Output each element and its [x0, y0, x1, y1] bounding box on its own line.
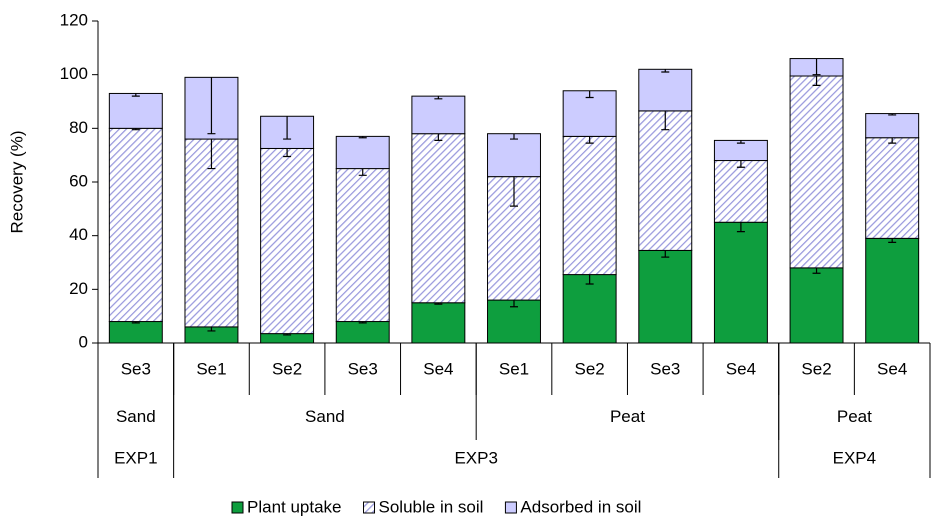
- error-bar: [812, 76, 821, 86]
- error-bar: [888, 113, 897, 116]
- error-bar: [585, 90, 594, 99]
- bar-segment: [562, 135, 617, 276]
- error-bar: [283, 148, 292, 158]
- legend-swatch: [231, 501, 244, 514]
- y-tick-label: 0: [79, 332, 88, 351]
- legend-label: Adsorbed in soil: [520, 497, 641, 516]
- bar-segment: [260, 147, 315, 335]
- error-bar: [510, 133, 518, 140]
- y-tick-label: 60: [69, 171, 88, 190]
- y-tick-label: 100: [60, 64, 88, 83]
- category-label: Peat: [610, 407, 645, 426]
- bar-segment: [108, 321, 163, 344]
- error-bar: [434, 133, 443, 142]
- error-bar: [131, 93, 140, 97]
- y-tick-label: 120: [60, 10, 88, 29]
- category-label: Se2: [575, 359, 605, 378]
- error-bar: [434, 96, 443, 100]
- category-label: EXP3: [454, 448, 497, 467]
- error-bar: [888, 238, 897, 243]
- error-bar: [283, 116, 292, 140]
- error-bar: [207, 139, 216, 170]
- legend-label: Plant uptake: [247, 497, 342, 516]
- bar-segment: [562, 274, 617, 344]
- bar-segment: [487, 133, 541, 178]
- category-label: Se4: [423, 359, 453, 378]
- bar-segment: [411, 302, 466, 344]
- bar-segment: [638, 110, 693, 251]
- category-label: EXP4: [833, 448, 876, 467]
- bar-segment: [865, 113, 920, 139]
- category-label: Se4: [877, 359, 907, 378]
- bar-segment: [335, 168, 390, 323]
- category-label: Se4: [726, 359, 756, 378]
- bar-segment: [108, 92, 163, 129]
- category-label: Se3: [348, 359, 378, 378]
- bar-segment: [713, 221, 768, 344]
- error-bar: [888, 137, 897, 144]
- bar-segment: [638, 68, 693, 112]
- error-bar: [358, 168, 367, 176]
- error-bar: [661, 110, 670, 131]
- bar-segment: [638, 249, 693, 344]
- legend-swatch: [504, 501, 517, 514]
- category-label: Se1: [196, 359, 226, 378]
- category-label: Se2: [272, 359, 302, 378]
- error-bar: [661, 250, 670, 258]
- category-label: Se2: [801, 359, 831, 378]
- bar-segment: [411, 133, 466, 304]
- error-bar: [510, 300, 518, 308]
- bar-segment: [865, 237, 920, 344]
- category-label: EXP1: [114, 448, 157, 467]
- bar-segment: [108, 127, 163, 323]
- legend-swatch: [363, 501, 376, 514]
- category-label: Se3: [121, 359, 151, 378]
- category-label: Sand: [305, 407, 345, 426]
- bar-segment: [335, 321, 390, 344]
- category-label: Se1: [499, 359, 529, 378]
- error-bar: [585, 136, 594, 144]
- category-label: Se3: [650, 359, 680, 378]
- y-tick-label: 80: [69, 118, 88, 137]
- error-bar: [510, 176, 518, 207]
- error-bar: [585, 274, 594, 285]
- error-bar: [207, 326, 216, 332]
- error-bar: [736, 222, 745, 233]
- y-tick-label: 20: [69, 279, 88, 298]
- error-bar: [812, 58, 821, 76]
- bar-segment: [335, 135, 390, 170]
- bar-segment: [411, 95, 466, 135]
- bar-segment: [713, 160, 768, 223]
- bar-segment: [789, 267, 844, 344]
- category-label: Peat: [837, 407, 872, 426]
- y-tick-label: 40: [69, 225, 88, 244]
- error-bar: [358, 136, 367, 139]
- bar-segment: [487, 176, 541, 301]
- error-bar: [812, 267, 821, 274]
- category-label: Sand: [116, 407, 156, 426]
- error-bar: [661, 69, 670, 73]
- error-bar: [736, 160, 745, 168]
- bar-segment: [562, 90, 617, 137]
- error-bar: [736, 140, 745, 144]
- bar-segment: [789, 75, 844, 269]
- error-bar: [207, 77, 216, 135]
- legend-label: Soluble in soil: [379, 497, 484, 516]
- y-axis-label: Recovery (%): [7, 131, 26, 234]
- bar-segment: [865, 137, 920, 239]
